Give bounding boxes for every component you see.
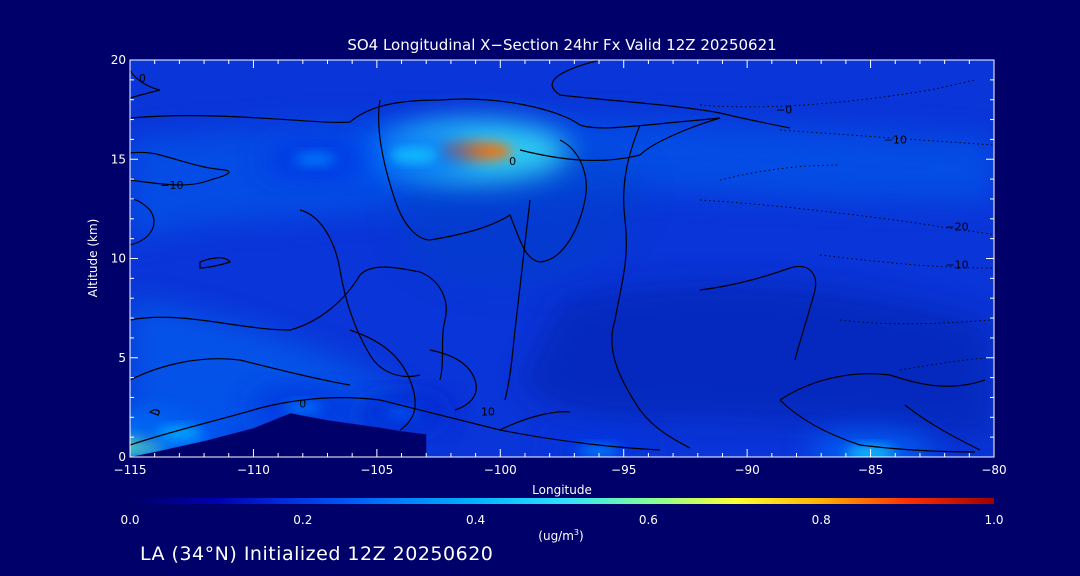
contour-label-6: −10 bbox=[945, 258, 968, 271]
contour-lines bbox=[130, 60, 986, 453]
colorbar-tick-label-5: 1.0 bbox=[984, 513, 1003, 527]
y-tick-label-2: 10 bbox=[111, 252, 126, 266]
colorbar-tick-label-2: 0.4 bbox=[466, 513, 485, 527]
hotspots-layer bbox=[130, 121, 934, 457]
contour-label-8: 10 bbox=[481, 405, 495, 418]
colorbar bbox=[130, 498, 994, 504]
hotspot-6 bbox=[382, 407, 421, 419]
x-tick-label-4: −95 bbox=[611, 463, 636, 477]
y-axis-label: Altitude (km) bbox=[86, 219, 100, 298]
x-tick-label-5: −90 bbox=[734, 463, 759, 477]
hotspot-8-halo bbox=[807, 431, 934, 457]
x-axis-label: Longitude bbox=[532, 483, 592, 497]
contour-label-2: 0 bbox=[509, 155, 516, 168]
contour-label-5: −20 bbox=[945, 221, 968, 234]
x-tick-label-1: −110 bbox=[237, 463, 270, 477]
y-tick-label-3: 15 bbox=[111, 152, 126, 166]
colorbar-tick-label-3: 0.6 bbox=[639, 513, 658, 527]
footer-initialized-label: LA (34°N) Initialized 12Z 20250620 bbox=[140, 543, 494, 565]
y-axis: 0 5 10 15 20 bbox=[111, 53, 994, 464]
x-tick-label-6: −85 bbox=[858, 463, 883, 477]
hotspot-2 bbox=[294, 153, 336, 166]
contour-labels: 0 −10 0 −0 −10 −20 −10 0 10 bbox=[139, 72, 969, 418]
colorbar-tick-label-1: 0.2 bbox=[293, 513, 312, 527]
x-tick-label-3: −100 bbox=[484, 463, 517, 477]
x-tick-label-2: −105 bbox=[360, 463, 393, 477]
hotspot-7 bbox=[578, 445, 620, 457]
hotspot-4 bbox=[156, 426, 203, 440]
negative-contour-lines bbox=[699, 79, 994, 371]
colorbar-label: (ug/m3) bbox=[538, 528, 583, 543]
y-tick-label-4: 20 bbox=[111, 53, 126, 67]
y-tick-label-1: 5 bbox=[118, 351, 126, 365]
contour-label-7: 0 bbox=[299, 397, 306, 410]
colorbar-tick-label-0: 0.0 bbox=[120, 513, 139, 527]
plot-area: 0 −10 0 −0 −10 −20 −10 0 10 bbox=[130, 60, 994, 457]
hotspot-1 bbox=[389, 148, 439, 163]
chart-title: SO4 Longitudinal X−Section 24hr Fx Valid… bbox=[347, 36, 776, 54]
colorbar-tick-label-4: 0.8 bbox=[812, 513, 831, 527]
colorbar-ticks: 0.0 0.2 0.4 0.6 0.8 1.0 bbox=[120, 513, 1003, 527]
terrain-mask bbox=[130, 413, 427, 457]
y-tick-label-0: 0 bbox=[118, 450, 126, 464]
contour-label-1: −10 bbox=[160, 179, 183, 192]
contour-label-3: −0 bbox=[776, 104, 792, 117]
contour-label-4: −10 bbox=[884, 133, 907, 146]
x-tick-label-7: −80 bbox=[981, 463, 1006, 477]
contour-label-0: 0 bbox=[139, 72, 146, 85]
x-tick-label-0: −115 bbox=[114, 463, 147, 477]
x-axis: −115 −110 −105 −100 −95 −90 −85 −80 bbox=[114, 60, 1007, 477]
hotspot-5 bbox=[282, 401, 323, 414]
